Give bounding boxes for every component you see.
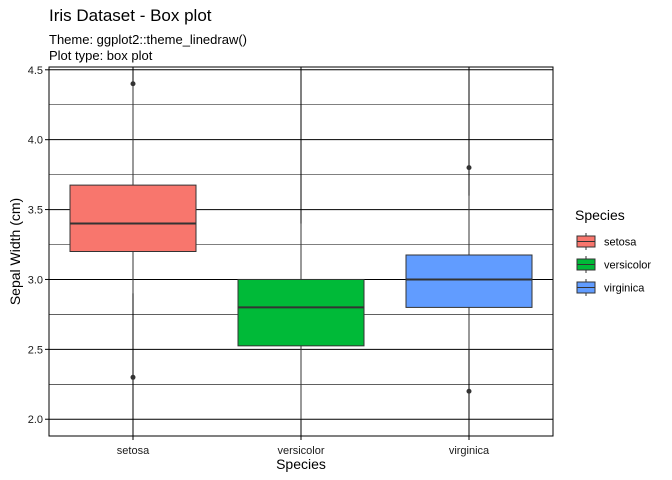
y-axis-ticks: 2.0 2.5 3.0 3.5 4.0 4.5	[28, 65, 49, 426]
y-tick-label: 4.0	[28, 135, 43, 147]
x-axis-ticks: setosa versicolor virginica	[117, 436, 490, 457]
chart-subtitle-plot-type: Plot type: box plot	[49, 48, 153, 63]
chart-subtitle-theme: Theme: ggplot2::theme_linedraw()	[49, 32, 247, 47]
box-setosa	[69, 184, 197, 252]
outlier-point	[130, 81, 136, 87]
y-tick-label: 2.5	[28, 344, 43, 356]
outliers	[130, 81, 472, 394]
legend-label: setosa	[604, 237, 637, 249]
y-tick-label: 3.5	[28, 205, 43, 217]
whiskers	[132, 83, 470, 420]
y-tick-label: 3.0	[28, 274, 43, 286]
box-versicolor	[237, 278, 365, 347]
outlier-point	[466, 165, 472, 171]
legend-label: virginica	[604, 283, 645, 295]
outlier-point	[466, 388, 472, 394]
outlier-point	[130, 374, 136, 380]
x-tick-label: versicolor	[277, 445, 324, 457]
x-tick-label: setosa	[117, 445, 150, 457]
boxes	[69, 184, 533, 347]
legend-label: versicolor	[604, 260, 651, 272]
y-axis-title: Sepal Width (cm)	[7, 198, 23, 305]
chart-title: Iris Dataset - Box plot	[49, 6, 212, 25]
box-virginica	[405, 254, 533, 308]
x-tick-label: virginica	[449, 445, 490, 457]
x-axis-title: Species	[276, 456, 326, 472]
y-tick-label: 2.0	[28, 414, 43, 426]
y-tick-label: 4.5	[28, 65, 43, 77]
legend-title: Species	[575, 207, 625, 223]
legend: Species setosa versicolor virginica	[575, 207, 651, 296]
